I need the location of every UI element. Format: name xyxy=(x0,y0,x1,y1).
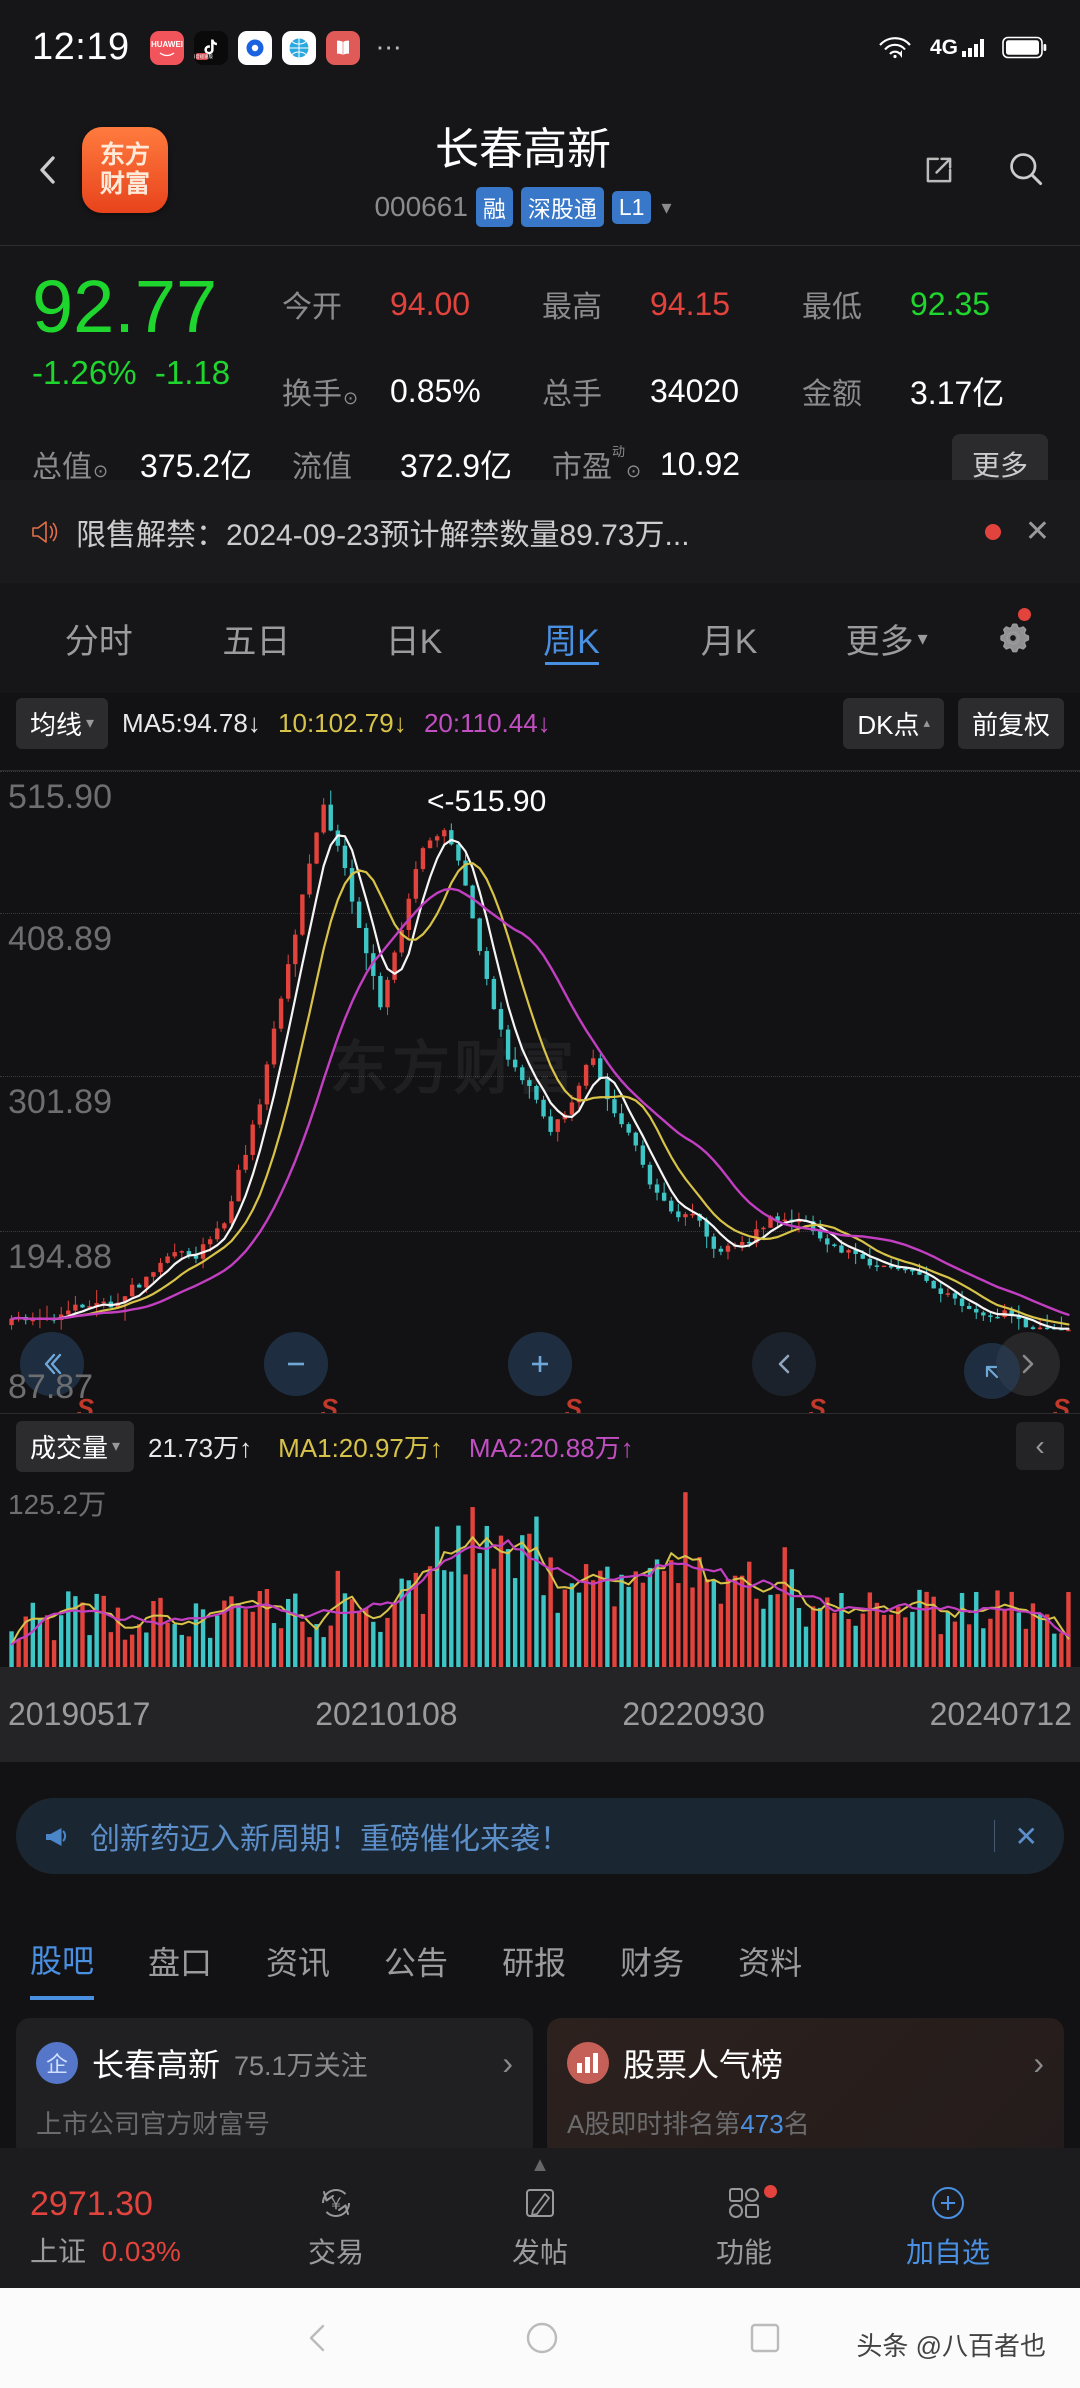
svg-text:HUAWEI: HUAWEI xyxy=(151,40,183,49)
svg-text:￥: ￥ xyxy=(328,2196,344,2213)
svg-text:抖音极速版: 抖音极速版 xyxy=(194,53,213,60)
